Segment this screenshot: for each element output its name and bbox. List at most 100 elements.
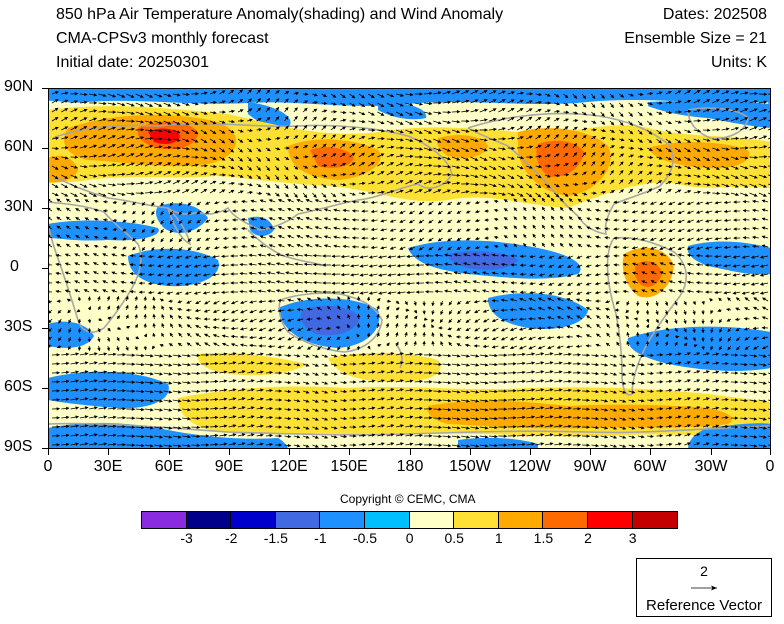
wind-vector-head bbox=[456, 157, 461, 161]
wind-vector-head bbox=[139, 153, 144, 157]
wind-vector-head bbox=[493, 183, 497, 188]
wind-vector-head bbox=[194, 308, 199, 313]
wind-vector-head bbox=[501, 108, 506, 112]
wind-vector-head bbox=[585, 255, 590, 259]
wind-vector-head bbox=[631, 246, 636, 250]
wind-vector-head bbox=[66, 298, 71, 302]
wind-vector-head bbox=[213, 172, 217, 176]
wind-vector-head bbox=[648, 171, 653, 175]
wind-vector-head bbox=[500, 289, 505, 294]
wind-vector-head bbox=[415, 263, 420, 267]
wind-vector-head bbox=[333, 199, 337, 203]
wind-vector-head bbox=[555, 94, 560, 98]
wind-vector-head bbox=[510, 175, 515, 180]
wind-vector-head bbox=[268, 199, 273, 203]
wind-vector-head bbox=[576, 255, 581, 259]
wind-vector-head bbox=[537, 184, 542, 189]
wind-vector-head bbox=[750, 282, 755, 286]
wind-vector-head bbox=[577, 243, 582, 248]
wind-vector-head bbox=[456, 90, 461, 94]
dates-label: Dates: 202508 bbox=[662, 6, 767, 23]
wind-vector-head bbox=[202, 255, 207, 259]
wind-vector-head bbox=[332, 153, 337, 157]
wind-vector-head bbox=[620, 130, 625, 134]
wind-vector-head bbox=[456, 189, 461, 194]
wind-vector-head bbox=[501, 184, 506, 188]
wind-vector-head bbox=[390, 145, 395, 149]
wind-vector-head bbox=[213, 100, 218, 105]
wind-vector-head bbox=[574, 192, 578, 197]
wind-vector-head bbox=[396, 255, 401, 259]
wind-vector-head bbox=[510, 263, 514, 267]
wind-vector-head bbox=[404, 301, 408, 306]
wind-vector-head bbox=[604, 227, 608, 231]
wind-vector-head bbox=[381, 190, 385, 194]
wind-vector-head bbox=[204, 91, 208, 95]
wind-vector-head bbox=[141, 247, 146, 252]
wind-vector-head bbox=[406, 272, 410, 277]
wind-vector-head bbox=[424, 272, 429, 276]
wind-vector-head bbox=[258, 309, 263, 313]
wind-vector-head bbox=[178, 202, 183, 207]
wind-vector-head bbox=[491, 298, 496, 303]
wind-vector-head bbox=[500, 253, 505, 258]
wind-vector-head bbox=[275, 262, 280, 266]
wind-vector-head bbox=[333, 244, 337, 248]
wind-vector-head bbox=[266, 116, 271, 121]
wind-vector-head bbox=[594, 263, 599, 268]
wind-vector-head bbox=[492, 166, 497, 170]
wind-vector-head bbox=[322, 254, 326, 258]
wind-vector-head bbox=[93, 184, 98, 188]
wind-vector-head bbox=[709, 298, 713, 302]
wind-vector-head bbox=[54, 184, 59, 188]
wind-vector-head bbox=[93, 117, 98, 121]
wind-vector-head bbox=[537, 108, 542, 112]
wind-vector-head bbox=[54, 175, 59, 180]
wind-vector-head bbox=[149, 128, 154, 132]
wind-vector-head bbox=[149, 112, 154, 116]
wind-vector-head bbox=[501, 166, 506, 170]
wind-vector-head bbox=[456, 119, 461, 124]
wind-vector-head bbox=[97, 295, 101, 300]
wind-vector-head bbox=[121, 135, 126, 139]
wind-vector-head bbox=[705, 246, 709, 250]
wind-vector-head bbox=[725, 192, 730, 196]
wind-vector-head bbox=[371, 171, 375, 175]
wind-vector-head bbox=[74, 193, 78, 197]
wind-vector-head bbox=[112, 227, 117, 231]
wind-vector-head bbox=[231, 173, 235, 178]
wind-vector-head bbox=[352, 127, 356, 131]
wind-vector-head bbox=[340, 272, 345, 277]
shade-mid-south-warm bbox=[328, 352, 441, 382]
wind-vector-head bbox=[350, 264, 354, 268]
wind-vector-head bbox=[312, 280, 317, 285]
wind-vector-head bbox=[631, 262, 636, 266]
wind-vector-head bbox=[557, 282, 562, 286]
wind-vector-head bbox=[418, 220, 423, 224]
wind-vector-head bbox=[456, 237, 461, 241]
wind-vector-head bbox=[687, 119, 692, 124]
wind-vector-head bbox=[140, 181, 145, 185]
wind-vector-head bbox=[741, 282, 746, 286]
wind-vector-head bbox=[428, 130, 433, 134]
wind-vector-head bbox=[610, 113, 614, 118]
wind-vector-head bbox=[222, 110, 227, 114]
wind-vector-head bbox=[112, 200, 117, 204]
wind-vector-head bbox=[275, 157, 280, 161]
wind-vector-head bbox=[400, 146, 405, 150]
wind-vector-head bbox=[65, 225, 70, 230]
wind-vector-head bbox=[555, 134, 560, 138]
wind-vector-head bbox=[594, 272, 599, 277]
wind-vector-head bbox=[612, 137, 616, 141]
wind-vector-head bbox=[716, 99, 720, 103]
wind-vector-head bbox=[250, 217, 255, 221]
wind-vector-head bbox=[221, 310, 226, 314]
wind-vector-head bbox=[463, 262, 467, 266]
wind-vector-head bbox=[483, 148, 488, 152]
wind-vector-head bbox=[249, 118, 253, 122]
coast-new-zealand bbox=[395, 343, 403, 369]
wind-vector-head bbox=[484, 227, 488, 231]
wind-vector-head bbox=[742, 245, 747, 249]
wind-vector-head bbox=[56, 198, 61, 202]
wind-vector-head bbox=[387, 282, 391, 286]
